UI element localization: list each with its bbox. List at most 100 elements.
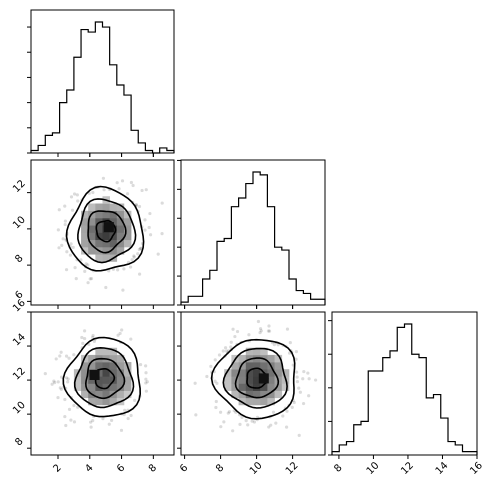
density-cell bbox=[123, 376, 132, 384]
density-cell bbox=[109, 383, 118, 391]
sample-point bbox=[57, 246, 61, 250]
sample-point bbox=[267, 324, 271, 328]
density-cell bbox=[95, 362, 103, 370]
sample-point bbox=[63, 204, 67, 208]
sample-point bbox=[292, 400, 296, 405]
density-cell bbox=[109, 347, 118, 356]
density-cell bbox=[245, 397, 254, 406]
density-cell bbox=[116, 239, 125, 248]
density-cell bbox=[224, 369, 232, 377]
sample-point bbox=[69, 418, 73, 422]
density-cell bbox=[95, 254, 103, 262]
sample-point bbox=[284, 425, 289, 429]
density-cell bbox=[81, 210, 89, 219]
sample-point bbox=[131, 183, 135, 188]
sample-point bbox=[83, 336, 87, 341]
sample-point bbox=[285, 409, 289, 413]
sample-point bbox=[229, 345, 233, 349]
density-cell bbox=[267, 376, 275, 384]
density-cell bbox=[109, 239, 118, 248]
density-cell bbox=[245, 376, 254, 384]
density-cell bbox=[73, 376, 82, 384]
density-cell bbox=[267, 369, 275, 377]
histogram-step-line bbox=[331, 323, 478, 455]
sample-point bbox=[101, 417, 105, 421]
density-cell bbox=[102, 239, 110, 248]
sample-point bbox=[72, 192, 77, 196]
x-tick-label: 6 bbox=[115, 463, 127, 475]
density-cell bbox=[123, 218, 132, 226]
sample-point bbox=[143, 218, 147, 222]
sample-point bbox=[72, 403, 76, 408]
density-cell bbox=[81, 362, 89, 370]
sample-point bbox=[301, 401, 306, 406]
sample-point bbox=[297, 386, 301, 390]
sample-point bbox=[266, 329, 271, 333]
density-cell bbox=[267, 390, 275, 399]
sample-point bbox=[133, 398, 137, 402]
sample-point bbox=[129, 180, 134, 185]
sample-point bbox=[205, 374, 209, 379]
sample-point bbox=[138, 362, 143, 367]
sample-point bbox=[91, 333, 95, 338]
sample-point bbox=[118, 331, 122, 336]
sample-point bbox=[306, 371, 310, 375]
sample-point bbox=[76, 405, 80, 409]
sample-point bbox=[89, 420, 93, 424]
density-cell bbox=[231, 369, 239, 377]
sample-point bbox=[58, 354, 62, 358]
sample-point bbox=[156, 252, 160, 256]
sample-point bbox=[91, 419, 95, 423]
density-cell bbox=[123, 232, 132, 241]
density-cell bbox=[109, 369, 118, 377]
sample-point bbox=[64, 376, 69, 380]
sample-point bbox=[136, 252, 140, 256]
x-axis-2: 8 10 12 14 16 bbox=[332, 455, 485, 477]
density-cell bbox=[102, 369, 110, 377]
density-cell bbox=[231, 383, 239, 391]
sample-point bbox=[281, 414, 285, 418]
density-cell bbox=[116, 362, 125, 370]
sample-point bbox=[143, 228, 147, 232]
sample-point bbox=[65, 250, 69, 254]
sample-point bbox=[256, 319, 261, 324]
sample-point bbox=[298, 390, 302, 394]
histogram-panel-2 bbox=[328, 311, 478, 456]
sample-point bbox=[74, 277, 78, 281]
sample-point bbox=[83, 269, 87, 273]
axes-frame bbox=[180, 311, 326, 456]
density-cell bbox=[95, 376, 103, 384]
density-cell bbox=[109, 362, 118, 370]
density-cell bbox=[102, 376, 110, 384]
sample-point bbox=[244, 419, 248, 423]
sample-point bbox=[63, 397, 67, 402]
sample-point bbox=[226, 411, 230, 415]
sample-point bbox=[86, 263, 90, 267]
sample-point bbox=[229, 340, 233, 344]
sample-point bbox=[107, 269, 111, 273]
sample-point bbox=[247, 333, 251, 337]
density-cell bbox=[281, 369, 290, 377]
x-tick-label: 8 bbox=[214, 463, 226, 475]
sample-point bbox=[88, 277, 92, 281]
density-cell bbox=[109, 397, 118, 406]
density-cell bbox=[102, 247, 110, 255]
sample-point bbox=[250, 419, 254, 423]
sample-point bbox=[70, 208, 75, 212]
sample-point bbox=[287, 351, 292, 355]
sample-point bbox=[104, 285, 108, 290]
density-cell bbox=[102, 254, 110, 262]
sample-point bbox=[125, 192, 130, 196]
density-cell bbox=[81, 369, 89, 377]
sample-point bbox=[267, 425, 271, 429]
x-tick-label: 2 bbox=[52, 463, 64, 475]
sample-point bbox=[148, 233, 153, 237]
contour-line bbox=[210, 338, 296, 420]
histogram-panel-1 bbox=[177, 159, 326, 306]
density-cell bbox=[81, 232, 89, 241]
density-cell bbox=[95, 397, 103, 406]
density-cell bbox=[88, 397, 96, 406]
sample-point bbox=[56, 380, 60, 384]
density-cell bbox=[123, 225, 132, 233]
density-cell bbox=[116, 383, 125, 391]
